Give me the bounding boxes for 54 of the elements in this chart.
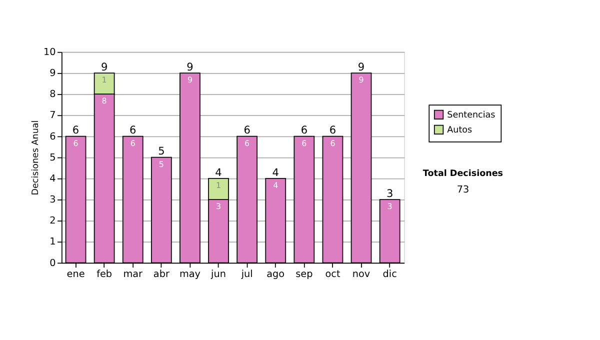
y-tick-label: 0 xyxy=(50,258,56,269)
y-tick-label: 4 xyxy=(50,173,56,184)
x-tick-label: ene xyxy=(66,269,85,280)
data-label: 1 xyxy=(216,181,222,190)
x-tick-label: feb xyxy=(96,269,112,280)
data-label: 6 xyxy=(302,138,307,148)
data-label: 9 xyxy=(358,76,364,85)
y-tick-label: 9 xyxy=(50,68,56,80)
x-tick-label: jun xyxy=(210,269,226,280)
total-label: 9 xyxy=(186,61,194,74)
y-tick-label: 10 xyxy=(43,46,56,58)
x-tick-label: mar xyxy=(123,269,143,280)
total-label: 3 xyxy=(386,188,394,200)
text: Total Decisiones xyxy=(422,168,503,179)
legend-label: Sentencias xyxy=(447,110,496,120)
x-tick-label: jul xyxy=(240,269,253,280)
total-label: 6 xyxy=(130,124,137,137)
data-label: 1 xyxy=(102,76,107,85)
data-label: 3 xyxy=(216,202,222,212)
data-label: 9 xyxy=(187,76,192,85)
total-label: 6 xyxy=(300,124,308,137)
data-label: 3 xyxy=(387,202,392,212)
total-label: 9 xyxy=(358,61,365,74)
data-label: 6 xyxy=(73,138,78,148)
total-label: 6 xyxy=(72,124,80,137)
data-label: 6 xyxy=(330,138,336,148)
total-label: 4 xyxy=(272,166,280,179)
x-tick-label: may xyxy=(179,269,201,280)
y-tick-label: 6 xyxy=(50,131,56,142)
y-tick-label: 7 xyxy=(50,110,56,122)
y-tick-label: 8 xyxy=(50,89,56,100)
text: 73 xyxy=(456,184,470,196)
data-label: 6 xyxy=(244,138,250,148)
data-label: 8 xyxy=(102,96,107,106)
y-tick-label: 5 xyxy=(50,152,56,164)
y-tick-label: 1 xyxy=(50,236,56,248)
y-axis-title: Decisiones Anual xyxy=(31,120,42,196)
total-label: 6 xyxy=(244,124,251,137)
x-tick-label: abr xyxy=(153,269,170,280)
total-label: 6 xyxy=(329,124,336,137)
x-tick-label: dic xyxy=(382,269,397,280)
x-tick-label: sep xyxy=(296,269,313,280)
x-tick-label: oct xyxy=(325,269,340,280)
total-label: 9 xyxy=(100,61,108,74)
legend-label: Autos xyxy=(447,125,472,136)
data-label: 6 xyxy=(130,138,136,148)
x-tick-label: ago xyxy=(266,269,285,280)
total-label: 5 xyxy=(158,146,165,158)
y-tick-label: 2 xyxy=(50,216,56,227)
total-label: 4 xyxy=(215,166,222,179)
data-label: 5 xyxy=(158,160,164,169)
y-tick-label: 3 xyxy=(50,194,56,206)
x-tick-label: nov xyxy=(352,269,370,280)
data-label: 4 xyxy=(273,181,278,190)
